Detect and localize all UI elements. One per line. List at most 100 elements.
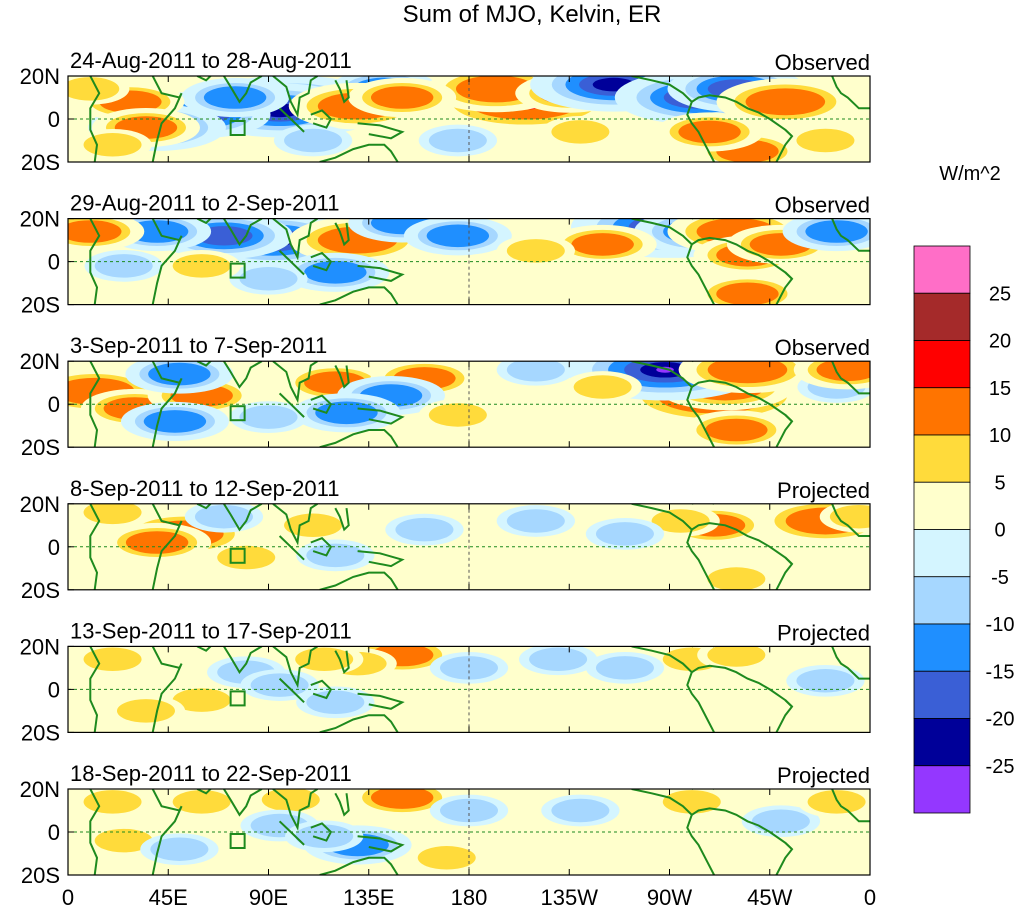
coastline <box>319 143 399 162</box>
contour-blob <box>595 522 654 546</box>
contour-blob <box>428 128 487 153</box>
contour-blob <box>172 254 231 278</box>
coastline <box>223 218 263 247</box>
y-tick-label: 0 <box>48 107 60 132</box>
colorbar-unit-label: W/m^2 <box>939 163 1001 185</box>
x-axis: 0 45E 90E 135E 180 135W 90W 45W 0 <box>62 885 876 910</box>
panel-field <box>73 646 870 733</box>
coastline <box>775 556 794 590</box>
contour-blob <box>315 401 378 425</box>
colorbar-level-label: -5 <box>991 567 1009 589</box>
y-tick-label: 0 <box>48 677 60 702</box>
panel-field <box>68 361 870 448</box>
panel-1: 20N 0 20S 24-Aug-2011 to 28-Aug-2011 Observe… <box>20 48 871 175</box>
y-tick-label: 20N <box>20 64 60 89</box>
panel-kind-label: Projected <box>777 620 870 645</box>
colorbar-level-label: -20 <box>986 709 1015 731</box>
coastline <box>272 503 319 546</box>
x-tick-label: 90W <box>647 885 692 910</box>
coastline <box>775 699 794 733</box>
coastline <box>310 251 333 272</box>
colorbar-swatch <box>913 292 971 341</box>
coastline <box>334 650 350 675</box>
y-tick-label: 20N <box>20 207 60 232</box>
coastline <box>196 646 212 652</box>
coastline <box>151 646 183 733</box>
coastline <box>89 218 101 305</box>
colorbar-swatch <box>913 623 971 672</box>
coastline <box>775 129 794 162</box>
coastline <box>319 571 399 590</box>
contour-blob <box>295 824 354 849</box>
panel-6: 20N 0 20S 18-Sep-2011 to 22-Sep-2011 Project… <box>20 761 871 888</box>
coastline <box>357 835 405 853</box>
coastline <box>775 842 794 875</box>
contour-blob <box>678 120 741 144</box>
contour-blob <box>707 646 766 667</box>
contour-blob <box>756 92 814 112</box>
coastline <box>272 218 319 261</box>
y-tick-label: 20N <box>20 349 60 374</box>
contour-blob <box>217 545 276 570</box>
coastline <box>319 714 399 733</box>
contour-blob <box>194 504 253 529</box>
panel-date-range: 18-Sep-2011 to 22-Sep-2011 <box>70 761 352 786</box>
coastline <box>196 361 212 367</box>
coastline <box>272 361 319 404</box>
coastline <box>831 218 870 252</box>
coastline <box>334 222 350 247</box>
coastline <box>691 789 715 790</box>
x-tick-label: 45W <box>747 885 792 910</box>
colorbar-swatch <box>913 670 971 719</box>
contour-blob <box>143 410 207 433</box>
coastline <box>691 503 715 505</box>
coastline <box>89 361 101 448</box>
colorbar-swatch <box>913 245 971 294</box>
colorbar-swatch <box>913 481 971 530</box>
contour-blob <box>440 798 498 823</box>
panel-4: 20N 0 20S 8-Sep-2011 to 12-Sep-2011 Projecte… <box>20 476 871 603</box>
contour-blob <box>796 669 855 693</box>
contour-blob <box>94 254 153 278</box>
coastline <box>631 361 793 423</box>
region-box-marker <box>229 833 246 849</box>
coastline <box>310 822 333 842</box>
contour-blob <box>506 239 565 263</box>
coastline <box>310 394 333 415</box>
panel-date-range: 29-Aug-2011 to 2-Sep-2011 <box>70 191 340 216</box>
coastline <box>272 76 319 118</box>
coastline <box>334 792 350 817</box>
coastline <box>223 503 263 532</box>
colorbar-level-label: 5 <box>994 472 1005 494</box>
contour-blob <box>662 790 721 814</box>
coastline <box>686 101 715 162</box>
panel-3: 20N 0 20S 3-Sep-2011 to 7-Sep-2011 Observed <box>20 333 871 460</box>
contour-blob <box>807 790 866 814</box>
contour-blob <box>796 128 855 153</box>
panel-field <box>68 76 870 162</box>
contour-blob <box>705 418 768 442</box>
coastline <box>319 429 399 448</box>
colorbar-swatch <box>913 387 971 436</box>
x-tick-label: 135E <box>343 885 394 910</box>
x-tick-label: 135W <box>541 885 599 910</box>
y-tick-label: 20S <box>21 863 60 888</box>
coastline <box>831 646 870 680</box>
contour-blob <box>751 809 810 833</box>
coastline <box>151 76 183 162</box>
colorbar-level-label: 0 <box>994 520 1005 542</box>
colorbar-level-label: 15 <box>989 378 1011 400</box>
coastline <box>334 365 350 389</box>
panel-date-range: 8-Sep-2011 to 12-Sep-2011 <box>70 476 340 501</box>
x-tick-label: 45E <box>149 885 188 910</box>
colorbar-swatch <box>913 529 971 578</box>
panel-date-range: 3-Sep-2011 to 7-Sep-2011 <box>70 333 327 358</box>
x-tick-label: 0 <box>864 885 876 910</box>
coastline <box>357 692 405 710</box>
coastline <box>691 76 715 77</box>
panel-kind-label: Observed <box>775 335 870 360</box>
y-tick-label: 0 <box>48 392 60 417</box>
coastline <box>686 386 715 448</box>
contour-blob <box>125 531 189 554</box>
